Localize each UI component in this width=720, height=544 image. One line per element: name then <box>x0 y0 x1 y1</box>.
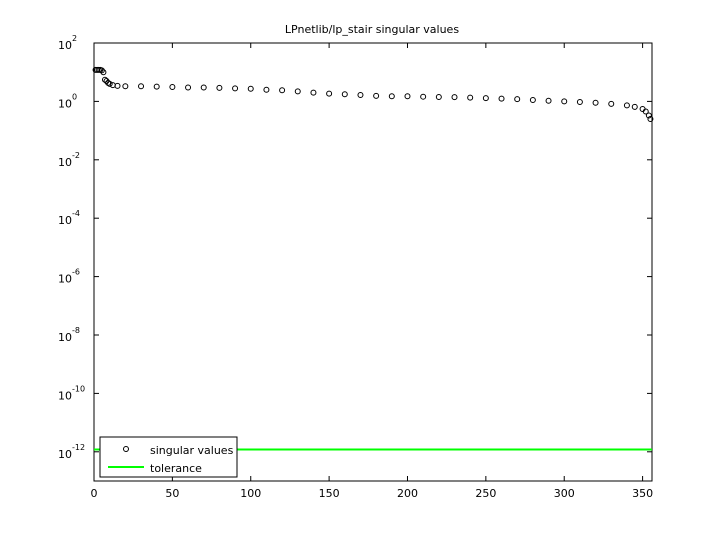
data-point <box>357 92 364 99</box>
y-tick-label: 102 <box>58 34 77 52</box>
data-point <box>200 84 207 91</box>
data-point <box>294 88 301 95</box>
data-point <box>263 86 270 93</box>
data-point <box>101 76 108 83</box>
data-point <box>645 112 652 119</box>
data-point <box>100 69 107 76</box>
data-point <box>608 100 615 107</box>
legend-box <box>99 436 238 478</box>
x-tick-label: 50 <box>165 487 179 500</box>
data-point <box>216 84 223 91</box>
y-tick-label: 10-8 <box>58 326 80 344</box>
plot-area <box>93 42 653 482</box>
x-tick-label: 350 <box>632 487 653 500</box>
data-point <box>247 85 254 92</box>
data-point <box>153 83 160 90</box>
y-tick-label: 10-12 <box>58 443 85 461</box>
data-point <box>185 84 192 91</box>
data-point <box>647 115 654 122</box>
data-point <box>420 93 427 100</box>
data-point <box>561 98 568 105</box>
y-tick-label: 10-2 <box>58 151 80 169</box>
data-point <box>451 94 458 101</box>
x-tick-label: 250 <box>475 487 496 500</box>
data-point <box>106 80 113 87</box>
x-tick-label: 150 <box>319 487 340 500</box>
data-point <box>279 87 286 94</box>
legend-marker <box>123 446 129 452</box>
x-tick-label: 100 <box>240 487 261 500</box>
data-point <box>498 95 505 102</box>
data-point <box>98 67 105 74</box>
data-point <box>514 96 521 103</box>
data-point <box>122 83 129 90</box>
data-point <box>435 93 442 100</box>
data-point <box>576 99 583 106</box>
data-point <box>310 89 317 96</box>
y-tick-label: 10-10 <box>58 384 85 402</box>
data-point <box>467 94 474 101</box>
chart-title: LPnetlib/lp_stair singular values <box>285 23 459 36</box>
data-point <box>642 108 649 115</box>
data-point <box>623 102 630 109</box>
data-point <box>529 96 536 103</box>
data-point <box>592 99 599 106</box>
y-tick-label: 10-6 <box>58 268 80 286</box>
data-point <box>341 91 348 98</box>
data-point <box>404 93 411 100</box>
data-point <box>482 95 489 102</box>
data-point <box>114 82 121 89</box>
legend-label: tolerance <box>150 462 202 475</box>
data-point <box>388 93 395 100</box>
y-tick-label: 100 <box>58 92 77 110</box>
data-point <box>373 92 380 99</box>
legend-label: singular values <box>150 444 234 457</box>
y-tick-label: 10-4 <box>58 209 80 227</box>
data-point <box>326 90 333 97</box>
data-point <box>138 83 145 90</box>
data-point <box>631 103 638 110</box>
x-tick-label: 200 <box>397 487 418 500</box>
x-tick-label: 0 <box>91 487 98 500</box>
data-point <box>545 97 552 104</box>
x-tick-label: 300 <box>554 487 575 500</box>
legend: singular values tolerance <box>99 436 238 478</box>
data-point <box>169 84 176 91</box>
data-point <box>232 85 239 92</box>
